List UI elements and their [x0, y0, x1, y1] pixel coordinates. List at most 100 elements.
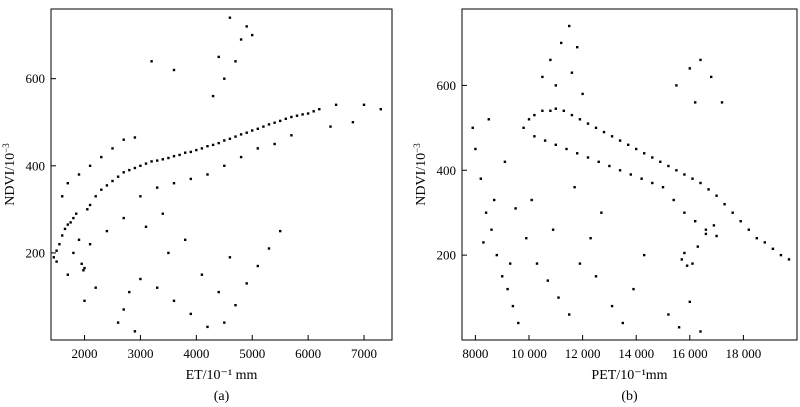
scatter-point — [184, 238, 187, 241]
scatter-point — [290, 115, 293, 119]
scatter-point — [66, 273, 69, 276]
scatter-point — [691, 262, 694, 265]
scatter-point — [88, 164, 92, 167]
scatter-point — [576, 46, 579, 49]
scatter-point — [610, 135, 614, 138]
scatter-points-b — [471, 24, 791, 333]
scatter-point — [533, 135, 536, 138]
x-tick-label: 6000 — [295, 346, 321, 361]
scatter-point — [329, 125, 332, 128]
scatter-point — [290, 134, 293, 137]
scatter-point — [589, 237, 592, 240]
scatter-point — [683, 211, 686, 214]
scatter-point — [479, 177, 482, 180]
scatter-point — [549, 109, 552, 112]
y-axis-title-exp-b: −3 — [412, 143, 422, 153]
scatter-point — [139, 277, 142, 281]
scatter-point — [256, 264, 259, 268]
scatter-point — [600, 211, 603, 214]
scatter-point — [256, 127, 259, 130]
scatter-point — [63, 227, 67, 231]
scatter-point — [554, 84, 557, 87]
scatter-point — [156, 159, 159, 162]
scatter-point — [362, 103, 366, 106]
scatter-points-a — [52, 16, 382, 333]
scatter-point — [128, 290, 131, 294]
scatter-point — [66, 182, 69, 185]
scatter-point — [234, 60, 237, 63]
scatter-point — [262, 125, 265, 128]
scatter-point — [122, 216, 125, 220]
scatter-point — [223, 164, 226, 167]
y-tick-label: 200 — [437, 248, 457, 263]
scatter-point — [184, 151, 187, 154]
scatter-point — [167, 251, 170, 255]
scatter-point — [541, 75, 544, 79]
scatter-point — [200, 147, 204, 150]
scatter-point — [256, 147, 259, 150]
scatter-point — [610, 304, 614, 308]
scatter-point — [720, 101, 724, 104]
scatter-point — [683, 251, 686, 255]
scatter-point — [122, 138, 125, 141]
scatter-point — [675, 169, 678, 172]
x-axis-title-b: PET/10⁻¹mm — [591, 368, 667, 383]
scatter-point — [573, 186, 576, 189]
scatter-point — [640, 177, 643, 180]
x-tick-label: 12 000 — [565, 346, 601, 361]
scatter-point — [629, 173, 632, 176]
scatter-point — [557, 296, 560, 299]
scatter-point — [715, 194, 718, 197]
scatter-point — [554, 143, 557, 146]
scatter-panel-b: 8000 10 000 12 000 14 000 16 000 18 000 200 400… — [412, 8, 798, 404]
x-tick-label: 10 000 — [511, 346, 547, 361]
scatter-point — [144, 162, 148, 165]
scatter-point — [667, 164, 670, 168]
scatter-point — [239, 38, 243, 41]
scatter-point — [301, 113, 304, 116]
scatter-point — [533, 113, 536, 117]
scatter-point — [594, 275, 598, 278]
scatter-point — [522, 126, 525, 129]
y-tick-label: 400 — [437, 163, 457, 178]
scatter-point — [659, 160, 662, 163]
x-tick-label: 16 000 — [672, 346, 708, 361]
scatter-point — [105, 184, 109, 187]
scatter-point — [530, 198, 533, 202]
scatter-point — [683, 173, 686, 176]
scatter-point — [493, 198, 496, 202]
scatter-point — [251, 129, 254, 132]
scatter-point — [747, 228, 750, 231]
scatter-point — [100, 188, 103, 191]
scatter-point — [251, 33, 254, 37]
scatter-point — [351, 121, 355, 124]
scatter-point — [570, 113, 574, 117]
x-tick-label: 3000 — [127, 346, 153, 361]
scatter-point — [712, 224, 716, 227]
scatter-point — [83, 299, 86, 302]
scatter-point — [787, 258, 791, 261]
scatter-point — [525, 237, 528, 240]
scatter-point — [66, 223, 69, 226]
scatter-point — [139, 195, 142, 198]
scatter-point — [133, 136, 137, 139]
scatter-point — [694, 101, 697, 104]
scatter-point — [239, 133, 243, 136]
x-tick-label: 18 000 — [726, 346, 762, 361]
scatter-point — [279, 119, 282, 123]
scatter-point — [172, 155, 176, 158]
scatter-point — [694, 220, 697, 223]
x-tick-label: 14 000 — [618, 346, 654, 361]
y-axis-title-a: NDVI/10−3 — [1, 143, 18, 206]
scatter-point — [234, 135, 237, 138]
scatter-point — [161, 212, 164, 215]
scatter-point — [549, 58, 552, 62]
scatter-point — [245, 131, 248, 134]
scatter-point — [723, 203, 726, 206]
scatter-point — [267, 247, 271, 250]
scatter-point — [675, 84, 678, 87]
scatter-point — [228, 16, 232, 19]
scatter-point — [161, 158, 164, 161]
scatter-point — [144, 225, 148, 228]
